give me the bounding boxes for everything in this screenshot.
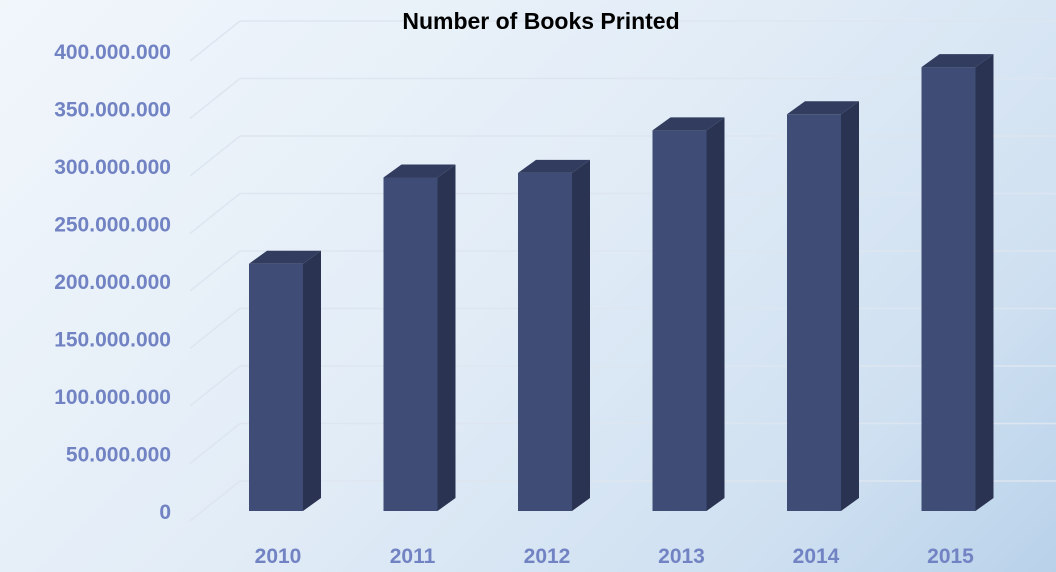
y-tick-label: 350.000.000 — [54, 99, 171, 122]
y-tick-label: 200.000.000 — [54, 271, 171, 294]
x-tick-label: 2010 — [255, 545, 302, 568]
bar-front-face — [787, 114, 841, 511]
gridline-diagonal — [189, 135, 241, 177]
bar-side-face — [437, 164, 456, 511]
gridline-diagonal — [189, 422, 241, 465]
bar-front-face — [921, 67, 976, 511]
x-tick-label: 2011 — [390, 545, 436, 568]
gridlines — [189, 20, 1056, 522]
bar-top-face — [652, 117, 725, 131]
y-tick-label: 50.000.000 — [66, 444, 171, 467]
bar-front-face — [518, 172, 572, 511]
bar-top-face — [787, 101, 859, 115]
bar-side-face — [303, 250, 321, 511]
gridline-diagonal — [189, 365, 241, 407]
bar-2013 — [652, 117, 725, 511]
gridline-diagonal — [189, 192, 241, 235]
x-tick-label: 2015 — [927, 545, 974, 568]
x-tick-label: 2013 — [658, 545, 705, 568]
y-axis-ticks: 0 50.000.000 100.000.000 150.000.000 200.000… — [54, 41, 171, 524]
x-axis-ticks: 2010 2011 2012 2013 2014 2015 — [255, 545, 975, 568]
bar-top-face — [921, 54, 994, 68]
gridline-diagonal — [189, 250, 241, 292]
bar-2011 — [383, 164, 456, 511]
bar-front-face — [383, 177, 438, 511]
bar-2010 — [249, 250, 321, 511]
gridline-diagonal — [189, 480, 241, 522]
bar-side-face — [841, 101, 859, 511]
bar-top-face — [518, 159, 590, 173]
x-tick-label: 2014 — [793, 545, 840, 568]
y-tick-label: 250.000.000 — [54, 214, 171, 237]
bar-2015 — [921, 54, 994, 511]
y-tick-label: 100.000.000 — [54, 386, 171, 409]
y-tick-label: 0 — [159, 501, 171, 524]
bar-side-face — [706, 117, 725, 511]
bar-front-face — [249, 263, 303, 511]
bar-front-face — [652, 130, 707, 511]
y-tick-label: 300.000.000 — [54, 156, 171, 179]
gridline-diagonal — [189, 307, 241, 350]
gridline-diagonal — [189, 77, 241, 120]
chart-title: Number of Books Printed — [402, 8, 679, 34]
bar-side-face — [975, 54, 994, 511]
bar-side-face — [572, 159, 590, 511]
gridline-diagonal — [189, 20, 241, 62]
bar-2012 — [518, 159, 590, 511]
bar-top-face — [249, 250, 321, 264]
bar-top-face — [383, 164, 456, 178]
y-tick-label: 150.000.000 — [54, 329, 171, 352]
bar-2014 — [787, 101, 859, 511]
bars — [249, 54, 994, 511]
x-tick-label: 2012 — [524, 545, 571, 568]
y-tick-label: 400.000.000 — [54, 41, 171, 64]
